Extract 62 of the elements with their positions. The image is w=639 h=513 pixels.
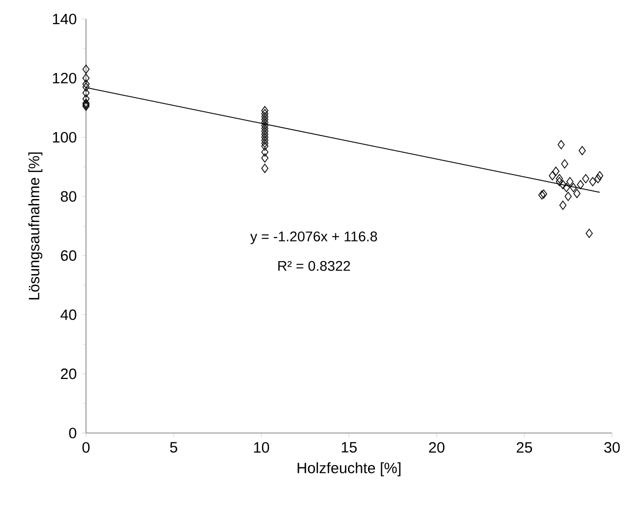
point [561,159,568,168]
annotation: R² = 0.8322 [278,260,350,271]
point [538,190,546,200]
point [82,79,90,89]
point [573,188,580,198]
point [261,130,268,139]
x-tick-label: 20 [429,442,444,453]
y-tick-label: 120 [52,72,76,84]
x-tick-label: 15 [342,442,357,453]
annotation: y = -1.2076x + 116.8 [250,231,378,244]
point [582,174,590,184]
x-axis-title: Holzfeuchte [%] [298,462,400,476]
point [261,147,268,157]
point [261,138,268,148]
point [548,171,556,180]
x-tick-label: 0 [82,442,90,453]
x-tick-label: 30 [604,442,620,453]
point [261,132,268,142]
point [261,164,268,173]
point [261,142,268,151]
point [261,136,268,145]
point [562,182,570,192]
y-tick-label: 20 [60,368,76,380]
x-tick-label: 25 [516,442,532,453]
point [596,171,604,180]
point [594,174,602,184]
point [261,124,268,134]
x-tick-label: 10 [254,442,270,453]
point [559,180,566,190]
y-tick-label: 40 [60,309,76,320]
point [552,166,560,176]
point [261,126,268,136]
point [261,118,268,128]
point [570,182,577,192]
point [586,228,593,238]
y-tick-label: 80 [60,191,76,202]
point [261,109,268,118]
y-tick-label: 60 [60,250,76,261]
y-tick-label: 140 [52,14,76,24]
point [559,200,566,210]
point [82,64,90,74]
y-tick-label: 100 [52,132,76,143]
point [540,189,548,199]
point [261,114,268,124]
y-tick-label: 0 [69,428,76,438]
point [556,174,563,184]
point [261,112,268,122]
point [261,153,268,163]
point [589,177,596,186]
point [564,192,572,202]
point [82,94,90,104]
x-tick-label: 5 [170,442,178,453]
point [556,177,563,186]
point [82,82,90,92]
point [566,177,574,186]
point [82,74,90,83]
point [578,146,586,156]
point [558,140,565,150]
point [261,106,268,116]
point [576,180,584,190]
point [261,120,268,130]
y-axis-title: Lösungsaufnahme [%] [28,152,42,300]
